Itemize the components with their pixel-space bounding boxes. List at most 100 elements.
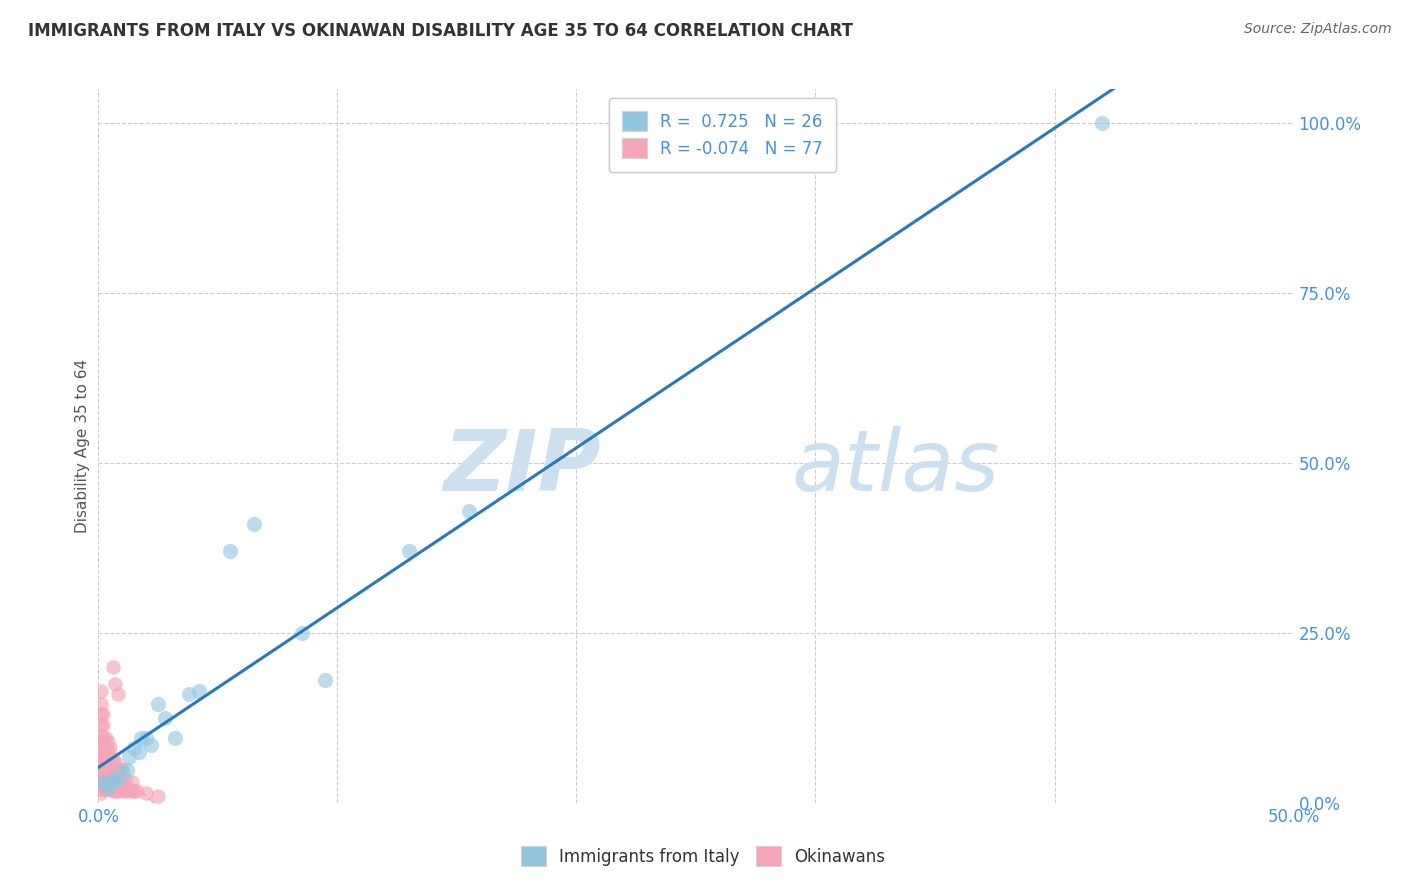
Point bbox=[97, 755, 120, 769]
Point bbox=[107, 762, 129, 776]
Point bbox=[107, 772, 129, 786]
Point bbox=[90, 772, 112, 786]
Point bbox=[98, 741, 122, 756]
Point bbox=[91, 779, 114, 793]
Point bbox=[101, 779, 124, 793]
Point bbox=[94, 755, 117, 769]
Point bbox=[125, 783, 148, 797]
Point bbox=[163, 731, 186, 746]
Point bbox=[94, 777, 117, 791]
Point bbox=[108, 772, 131, 786]
Legend: Immigrants from Italy, Okinawans: Immigrants from Italy, Okinawans bbox=[512, 838, 894, 875]
Point bbox=[315, 673, 337, 688]
Point bbox=[124, 783, 146, 797]
Point bbox=[91, 731, 114, 746]
Point bbox=[91, 741, 114, 756]
Point bbox=[90, 728, 112, 742]
Point bbox=[114, 772, 136, 786]
Point bbox=[107, 775, 129, 789]
Point bbox=[91, 707, 114, 722]
Point bbox=[104, 783, 127, 797]
Point bbox=[155, 711, 177, 725]
Point bbox=[104, 677, 127, 691]
Point bbox=[219, 544, 242, 558]
Point bbox=[90, 775, 112, 789]
Point bbox=[94, 779, 117, 793]
Point bbox=[128, 745, 150, 759]
Point bbox=[111, 775, 134, 789]
Point bbox=[91, 772, 114, 786]
Point bbox=[135, 731, 157, 746]
Point bbox=[98, 772, 122, 786]
Point bbox=[98, 782, 122, 797]
Text: ZIP: ZIP bbox=[443, 425, 600, 509]
Point bbox=[121, 783, 143, 797]
Point bbox=[101, 772, 124, 786]
Point bbox=[148, 698, 170, 712]
Point bbox=[101, 660, 124, 674]
Text: IMMIGRANTS FROM ITALY VS OKINAWAN DISABILITY AGE 35 TO 64 CORRELATION CHART: IMMIGRANTS FROM ITALY VS OKINAWAN DISABI… bbox=[28, 22, 853, 40]
Point bbox=[90, 741, 112, 756]
Point bbox=[97, 779, 120, 793]
Point bbox=[97, 780, 120, 795]
Point bbox=[148, 789, 170, 803]
Point bbox=[90, 755, 112, 769]
Point bbox=[108, 782, 131, 797]
Point bbox=[111, 762, 134, 776]
Point bbox=[94, 782, 117, 797]
Point bbox=[94, 765, 117, 780]
Point bbox=[118, 749, 141, 764]
Point bbox=[94, 731, 117, 746]
Point bbox=[90, 765, 112, 780]
Point bbox=[101, 751, 124, 765]
Point bbox=[121, 775, 143, 789]
Point bbox=[97, 772, 120, 786]
Point bbox=[97, 734, 120, 748]
Point bbox=[97, 782, 120, 797]
Point bbox=[139, 738, 162, 752]
Legend: R =  0.725   N = 26, R = -0.074   N = 77: R = 0.725 N = 26, R = -0.074 N = 77 bbox=[609, 97, 837, 171]
Point bbox=[90, 748, 112, 763]
Point bbox=[115, 783, 138, 797]
Text: atlas: atlas bbox=[792, 425, 1000, 509]
Point bbox=[91, 758, 114, 772]
Point bbox=[243, 517, 266, 532]
Point bbox=[91, 751, 114, 765]
Point bbox=[91, 769, 114, 783]
Point bbox=[107, 687, 129, 701]
Point bbox=[124, 741, 146, 756]
Point bbox=[104, 770, 127, 784]
Point bbox=[179, 687, 201, 701]
Point bbox=[104, 769, 127, 783]
Point bbox=[90, 734, 112, 748]
Point bbox=[115, 763, 138, 777]
Point bbox=[98, 751, 122, 765]
Point bbox=[458, 503, 481, 517]
Point bbox=[1091, 116, 1114, 130]
Point bbox=[97, 763, 120, 777]
Point bbox=[111, 783, 134, 797]
Point bbox=[94, 772, 117, 786]
Point bbox=[94, 741, 117, 756]
Point bbox=[98, 762, 122, 776]
Point bbox=[98, 779, 122, 793]
Point bbox=[107, 783, 129, 797]
Point bbox=[90, 779, 112, 793]
Point bbox=[90, 707, 112, 722]
Text: Source: ZipAtlas.com: Source: ZipAtlas.com bbox=[1244, 22, 1392, 37]
Point bbox=[111, 765, 134, 780]
Point bbox=[135, 786, 157, 800]
Point bbox=[131, 731, 153, 746]
Point bbox=[90, 786, 112, 800]
Point bbox=[90, 698, 112, 712]
Point bbox=[187, 683, 209, 698]
Point bbox=[101, 783, 124, 797]
Point bbox=[101, 775, 124, 789]
Point bbox=[90, 762, 112, 776]
Point bbox=[90, 769, 112, 783]
Point bbox=[118, 782, 141, 797]
Point bbox=[91, 782, 114, 797]
Point bbox=[104, 755, 127, 769]
Point bbox=[104, 779, 127, 793]
Point bbox=[291, 626, 314, 640]
